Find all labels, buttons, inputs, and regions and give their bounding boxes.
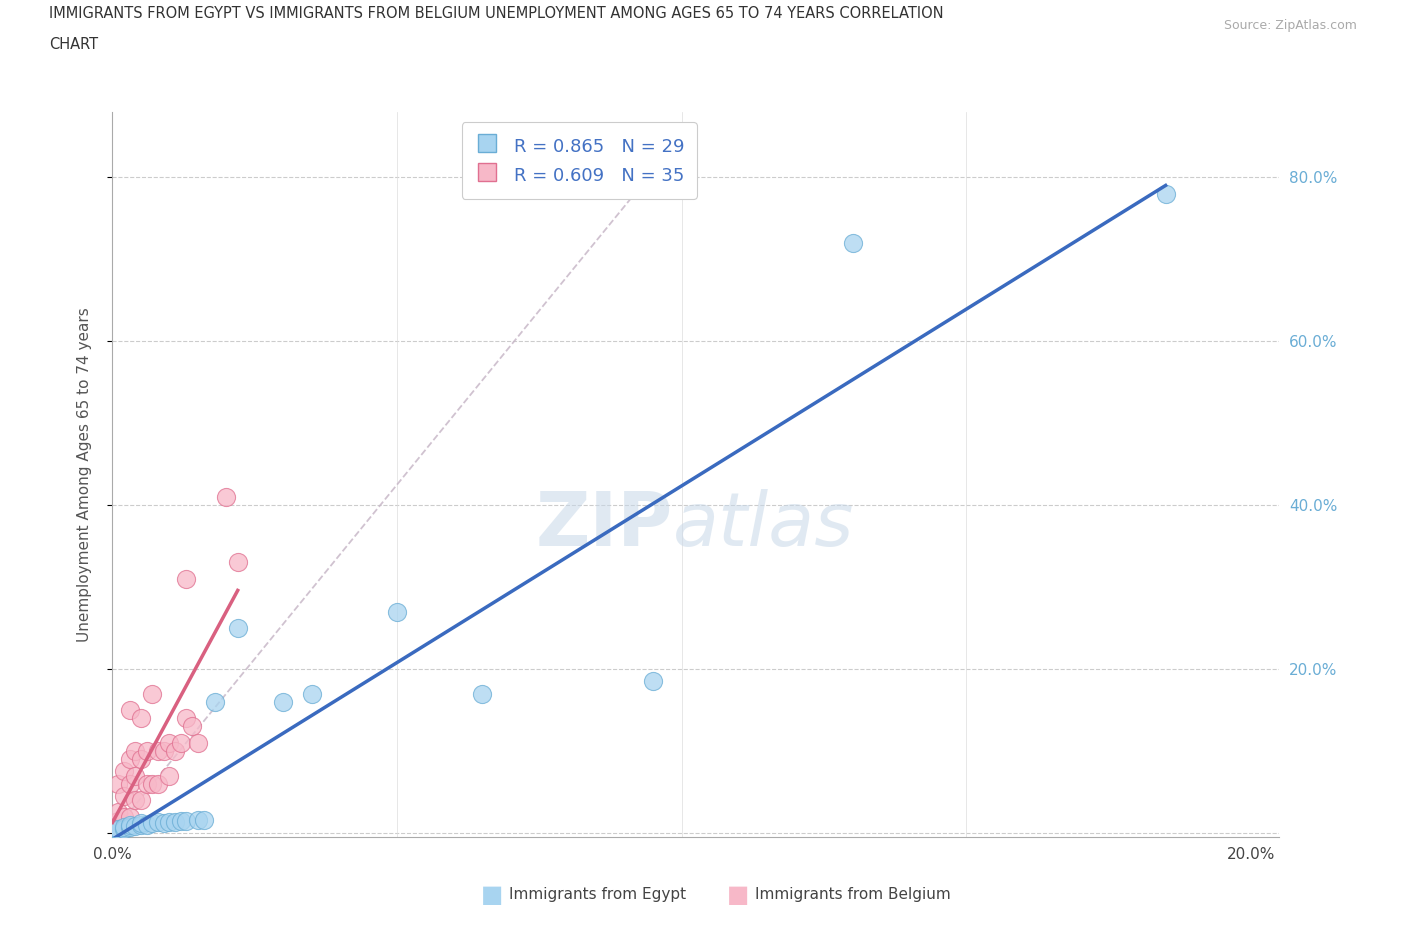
Text: ZIP: ZIP bbox=[536, 488, 672, 562]
Point bbox=[112, 809, 135, 824]
Point bbox=[157, 768, 180, 783]
Point bbox=[101, 826, 124, 841]
Point bbox=[107, 777, 129, 791]
Point bbox=[118, 702, 141, 717]
Point bbox=[101, 826, 124, 841]
Point bbox=[118, 819, 141, 834]
Point bbox=[157, 815, 180, 830]
Point bbox=[141, 777, 163, 791]
Point bbox=[152, 743, 174, 758]
Point bbox=[226, 555, 249, 570]
Point bbox=[107, 813, 129, 828]
Point bbox=[385, 604, 408, 619]
Point bbox=[107, 805, 129, 820]
Point bbox=[471, 686, 494, 701]
Point bbox=[170, 813, 193, 828]
Point bbox=[146, 777, 169, 791]
Point bbox=[187, 812, 209, 827]
Text: Source: ZipAtlas.com: Source: ZipAtlas.com bbox=[1223, 19, 1357, 32]
Point bbox=[176, 711, 198, 725]
Point bbox=[124, 743, 146, 758]
Point bbox=[1154, 186, 1177, 201]
Point bbox=[141, 686, 163, 701]
Point bbox=[135, 777, 157, 791]
Text: CHART: CHART bbox=[49, 37, 98, 52]
Y-axis label: Unemployment Among Ages 65 to 74 years: Unemployment Among Ages 65 to 74 years bbox=[77, 307, 91, 642]
Point bbox=[112, 819, 135, 834]
Text: Immigrants from Egypt: Immigrants from Egypt bbox=[509, 887, 686, 902]
Point bbox=[181, 719, 204, 734]
Point bbox=[152, 816, 174, 830]
Point bbox=[141, 816, 163, 830]
Point bbox=[124, 768, 146, 783]
Point bbox=[193, 812, 215, 827]
Legend: R = 0.865   N = 29, R = 0.609   N = 35: R = 0.865 N = 29, R = 0.609 N = 35 bbox=[461, 122, 697, 199]
Point bbox=[129, 816, 152, 830]
Point bbox=[118, 777, 141, 791]
Point bbox=[146, 743, 169, 758]
Point bbox=[124, 792, 146, 807]
Text: Immigrants from Belgium: Immigrants from Belgium bbox=[755, 887, 950, 902]
Point bbox=[112, 764, 135, 778]
Point bbox=[129, 711, 152, 725]
Text: IMMIGRANTS FROM EGYPT VS IMMIGRANTS FROM BELGIUM UNEMPLOYMENT AMONG AGES 65 TO 7: IMMIGRANTS FROM EGYPT VS IMMIGRANTS FROM… bbox=[49, 6, 943, 20]
Point bbox=[271, 695, 294, 710]
Point bbox=[643, 674, 665, 689]
Point bbox=[301, 686, 323, 701]
Text: atlas: atlas bbox=[672, 489, 853, 561]
Point bbox=[135, 817, 157, 832]
Point bbox=[204, 695, 226, 710]
Point bbox=[124, 819, 146, 834]
Point bbox=[226, 620, 249, 635]
Point bbox=[107, 823, 129, 838]
Point bbox=[157, 736, 180, 751]
Point bbox=[112, 789, 135, 804]
Point bbox=[170, 736, 193, 751]
Point bbox=[118, 817, 141, 832]
Point bbox=[135, 743, 157, 758]
Point bbox=[146, 815, 169, 830]
Point bbox=[129, 792, 152, 807]
Point bbox=[165, 815, 187, 830]
Point bbox=[129, 817, 152, 832]
Point bbox=[176, 813, 198, 828]
Point bbox=[118, 809, 141, 824]
Point bbox=[215, 489, 238, 504]
Point bbox=[841, 235, 863, 250]
Text: ■: ■ bbox=[727, 883, 749, 907]
Point bbox=[187, 736, 209, 751]
Point bbox=[107, 821, 129, 836]
Point bbox=[112, 821, 135, 836]
Point bbox=[129, 751, 152, 766]
Point bbox=[101, 817, 124, 832]
Point bbox=[176, 571, 198, 586]
Point bbox=[118, 751, 141, 766]
Point bbox=[165, 743, 187, 758]
Text: ■: ■ bbox=[481, 883, 503, 907]
